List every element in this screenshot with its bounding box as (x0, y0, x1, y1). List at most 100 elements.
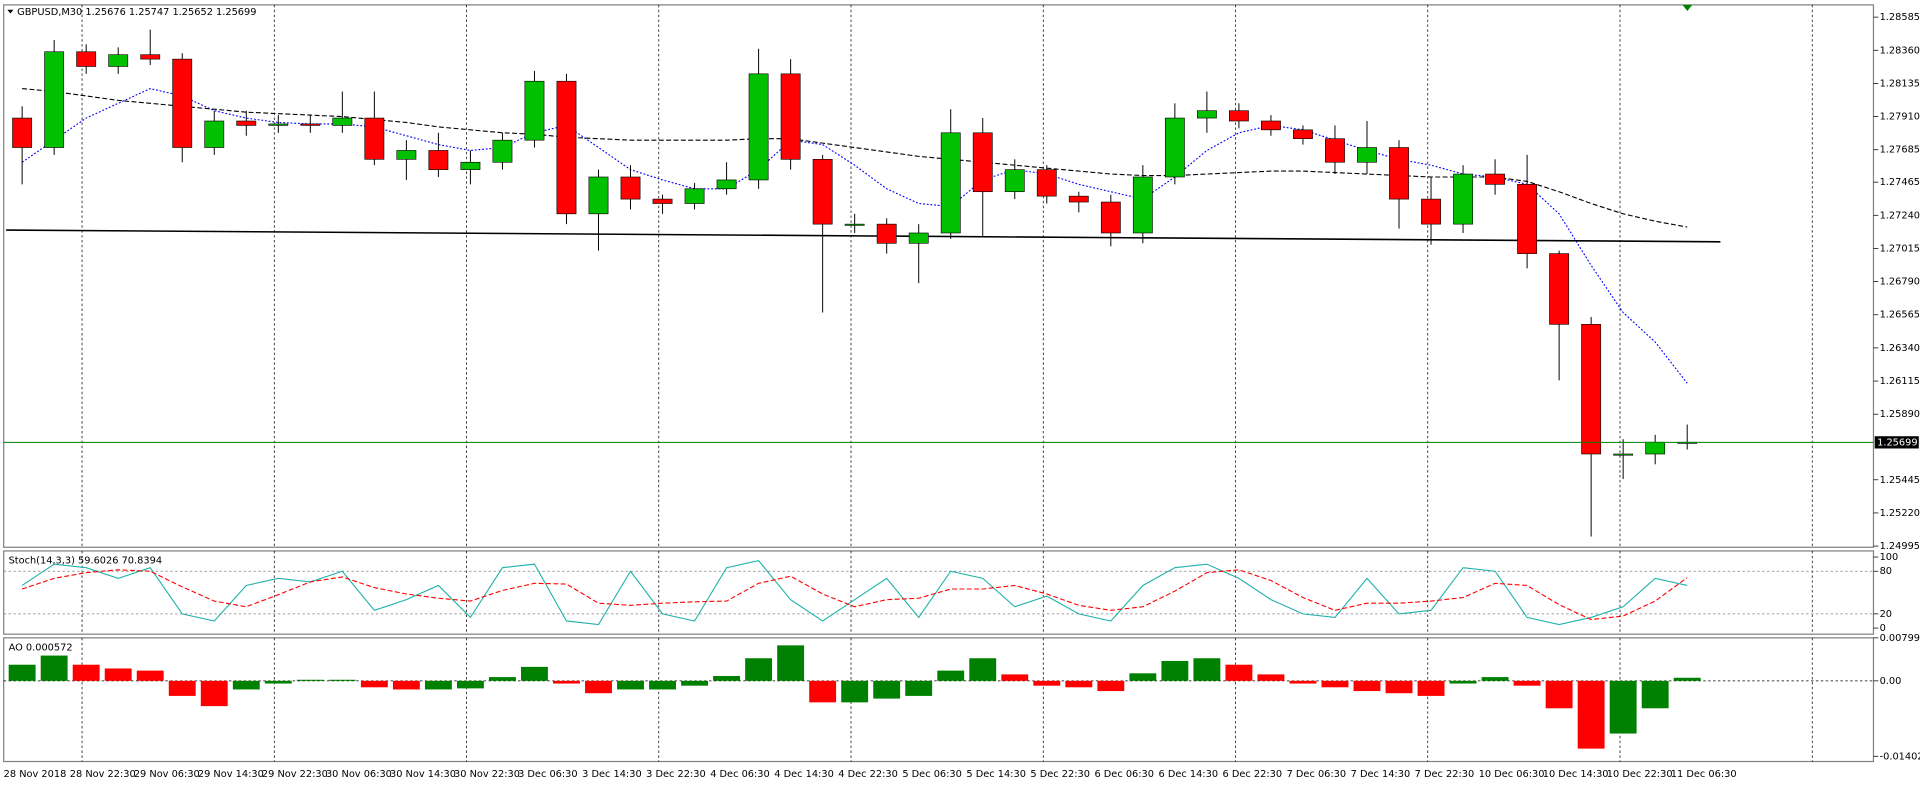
x-tick-label: 4 Dec 22:30 (838, 769, 898, 780)
candle-body (1164, 117, 1185, 178)
candle-body (1421, 198, 1441, 225)
indicator-line (21, 569, 1688, 621)
y-tick-label: 1.25890 (1880, 409, 1920, 420)
candle-body (1645, 441, 1666, 455)
candle-body (620, 176, 641, 200)
x-tick-label: 29 Nov 06:30 (134, 769, 200, 780)
price-panel (3, 4, 1875, 548)
candle-body (1357, 147, 1377, 163)
candle-body (524, 80, 545, 141)
candle-body (268, 123, 289, 126)
candle-body (684, 188, 705, 204)
y-tick-label: 0.00 (1880, 676, 1902, 687)
y-tick-label: 100 (1880, 552, 1899, 563)
ao-title: AO 0.000572 (9, 643, 73, 654)
ao-bar (745, 658, 773, 681)
ao-bar (200, 680, 228, 707)
x-tick-label: 3 Dec 06:30 (518, 769, 578, 780)
x-tick-label: 7 Dec 22:30 (1415, 769, 1475, 780)
ao-bar (1321, 680, 1349, 688)
ao-bar (585, 680, 612, 694)
ao-bar (681, 680, 709, 686)
x-tick-label: 6 Dec 22:30 (1223, 769, 1283, 780)
candle-body (204, 120, 225, 148)
candle-body (1581, 324, 1602, 455)
ao-bar (1577, 680, 1605, 749)
x-tick-label: 5 Dec 22:30 (1030, 769, 1090, 780)
ao-bar (1609, 680, 1637, 734)
candle-body (1100, 201, 1121, 234)
candle-body (1036, 169, 1057, 197)
y-tick-label: 0.007993 (1880, 633, 1920, 644)
ao-bar (40, 655, 68, 681)
candle-body (844, 223, 865, 226)
y-tick-label: 1.26340 (1880, 343, 1920, 354)
x-tick-label: 6 Dec 06:30 (1094, 769, 1154, 780)
y-tick-label: 1.27910 (1880, 112, 1920, 123)
ao-bar (1673, 677, 1701, 681)
candle-body (140, 54, 161, 60)
candle-body (1517, 184, 1538, 254)
candle-body (588, 176, 609, 215)
ao-bar (360, 680, 388, 688)
candle-body (76, 51, 97, 67)
y-tick-label: 1.28135 (1880, 78, 1920, 89)
x-tick-label: 3 Dec 22:30 (646, 769, 706, 780)
ao-bar (232, 680, 260, 690)
ao-bar (841, 680, 869, 703)
ao-bar (424, 680, 452, 690)
ao-bar (1449, 680, 1477, 684)
indicator-line (22, 88, 1688, 228)
ao-bar (905, 680, 933, 696)
y-tick-label: 1.26115 (1880, 376, 1920, 387)
candle-body (1485, 173, 1505, 185)
ao-bar (168, 680, 196, 696)
x-tick-label: 10 Dec 14:30 (1543, 769, 1609, 780)
x-tick-label: 10 Dec 22:30 (1607, 769, 1673, 780)
ao-bar (392, 680, 420, 690)
candle-body (492, 139, 513, 163)
candle-body (332, 117, 353, 126)
y-tick-label: 1.24995 (1880, 541, 1920, 552)
menu-triangle (7, 9, 14, 14)
ao-bar (1513, 680, 1541, 686)
x-tick-label: 30 Nov 22:30 (454, 769, 520, 780)
ao-bar (1161, 660, 1189, 681)
indicator-line (21, 88, 1688, 384)
stoch-title: Stoch(14,3,3) 59.6026 70.8394 (9, 556, 162, 567)
candle-body (172, 58, 193, 148)
ao-bar (264, 680, 292, 684)
candle-body (1453, 173, 1473, 225)
ao-bar (136, 670, 164, 681)
ao-bar (1065, 680, 1093, 688)
ao-bar (1385, 680, 1413, 694)
x-tick-label: 10 Dec 06:30 (1479, 769, 1545, 780)
current-price-box (1874, 436, 1919, 449)
candle-body (236, 120, 257, 126)
ao-bar (1641, 680, 1669, 709)
candle-body (972, 132, 993, 193)
ao-bar (1353, 680, 1381, 692)
x-tick-label: 3 Dec 14:30 (582, 769, 642, 780)
candle-body (300, 123, 321, 126)
y-tick-label: -0.014025 (1880, 751, 1920, 762)
candle-body (396, 150, 417, 160)
ao-bar (1097, 680, 1125, 692)
candle-body (1293, 129, 1313, 139)
candle-body (812, 159, 833, 225)
candle-body (1132, 176, 1153, 234)
ao-bar (649, 680, 676, 690)
ao-bar (72, 664, 100, 681)
y-tick-label: 1.27465 (1880, 177, 1920, 188)
candle-body (1389, 147, 1409, 200)
ao-bar (553, 680, 580, 684)
candle-body (1068, 195, 1089, 203)
x-tick-label: 11 Dec 06:30 (1671, 769, 1737, 780)
candle-body (748, 73, 769, 181)
y-tick-label: 0 (1880, 623, 1886, 634)
ao-bar (521, 666, 548, 681)
ao-bar (1481, 677, 1509, 681)
x-tick-label: 28 Nov 2018 (4, 769, 67, 780)
ao-bar (713, 676, 741, 681)
